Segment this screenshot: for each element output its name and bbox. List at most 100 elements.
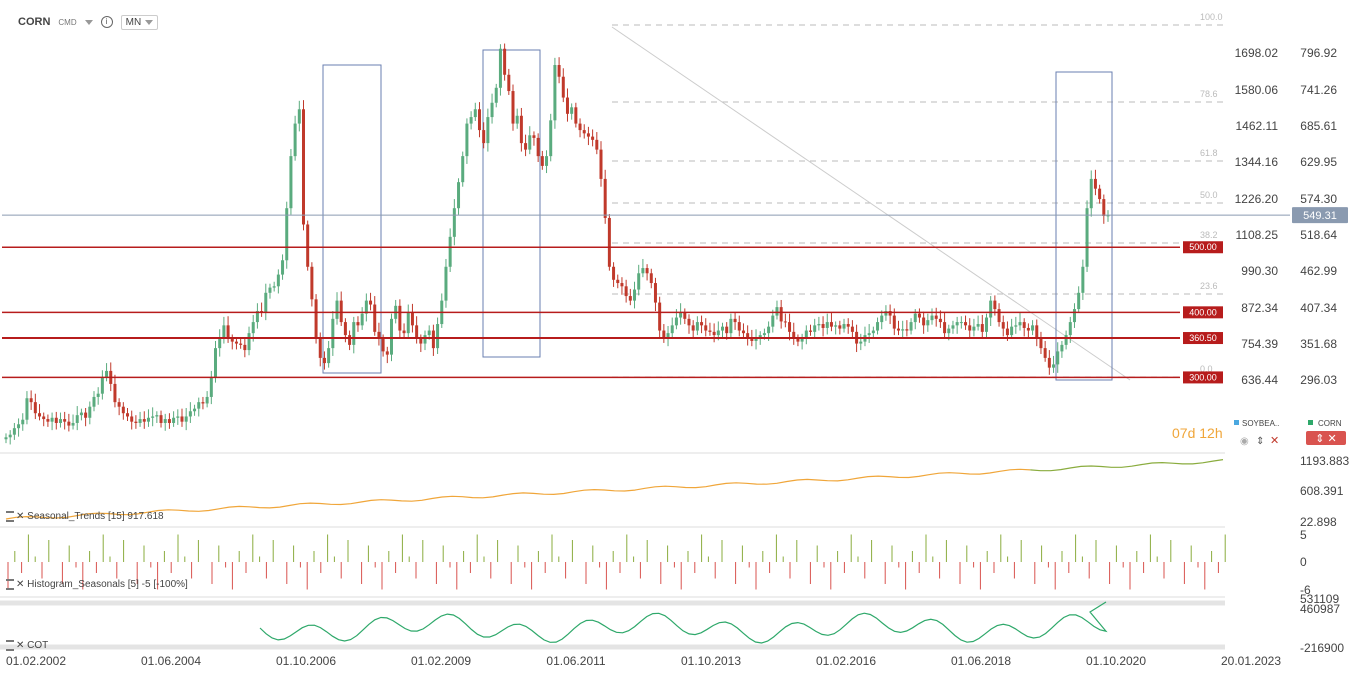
candle	[21, 419, 25, 425]
y-tick-right: 351.68	[1300, 337, 1337, 351]
candle	[155, 415, 159, 417]
candle	[670, 325, 674, 334]
candle	[398, 305, 402, 331]
candle	[511, 91, 515, 124]
candle	[105, 370, 109, 378]
candle	[465, 123, 469, 157]
chevron-down-icon[interactable]	[84, 19, 93, 25]
candle	[113, 383, 117, 403]
candle	[247, 333, 251, 351]
candle	[549, 120, 553, 157]
candle	[1089, 178, 1093, 209]
candle	[888, 311, 892, 316]
candle	[955, 322, 959, 326]
candle	[968, 325, 972, 331]
candle	[909, 322, 913, 331]
candle	[666, 333, 670, 339]
candle	[737, 322, 741, 331]
candle	[913, 313, 917, 323]
candle	[993, 300, 997, 310]
candle	[653, 283, 657, 303]
candle	[146, 417, 150, 422]
timeframe-select[interactable]: MN	[120, 14, 159, 30]
candle	[381, 338, 385, 352]
x-tick: 01.06.2011	[546, 654, 605, 668]
candle	[117, 402, 121, 407]
candle	[360, 313, 364, 326]
candle	[775, 307, 779, 316]
menu-icon[interactable]	[6, 579, 14, 590]
candle	[578, 123, 582, 131]
candle	[553, 65, 557, 121]
candle	[343, 322, 347, 336]
candle	[804, 330, 808, 339]
fib-label: 23.6	[1200, 281, 1218, 291]
candle	[1106, 215, 1110, 217]
seasonal-panel-label[interactable]: ✕ Seasonal_Trends [15] 917.618	[6, 511, 164, 522]
countdown-label: 07d 12h	[1172, 425, 1223, 441]
candle	[746, 333, 750, 339]
candle	[71, 422, 75, 426]
candle	[645, 268, 649, 274]
candle	[389, 318, 393, 355]
candle	[130, 416, 134, 422]
candle	[1072, 309, 1076, 323]
legend-swatch	[1234, 420, 1239, 425]
candle	[674, 317, 678, 326]
candle	[121, 406, 125, 414]
candle	[197, 402, 201, 409]
level-label: 400.00	[1189, 307, 1217, 317]
candle	[498, 48, 502, 88]
candle	[938, 318, 942, 323]
candle	[687, 318, 691, 326]
candle	[163, 419, 167, 423]
candle	[276, 274, 280, 287]
candle	[209, 377, 213, 397]
info-icon[interactable]: i	[100, 16, 113, 28]
y-tick-right: 741.26	[1300, 83, 1337, 97]
candle	[599, 149, 603, 179]
last-price-label: 549.31	[1303, 210, 1337, 222]
candle	[649, 273, 653, 284]
candle	[327, 348, 331, 364]
candle	[528, 135, 532, 150]
cot-panel-label[interactable]: ✕ COT	[6, 640, 48, 651]
candle	[42, 416, 46, 420]
legend-label: SOYBEA..	[1242, 419, 1279, 428]
menu-icon[interactable]	[6, 511, 14, 522]
candle	[779, 307, 783, 322]
candle	[536, 137, 540, 157]
candle	[176, 416, 180, 418]
close-icon: ✕	[1270, 435, 1279, 447]
y-tick-left: 990.30	[1241, 264, 1278, 278]
candle	[603, 178, 607, 218]
candle	[33, 402, 37, 414]
candle	[570, 107, 574, 114]
y-tick-right: 296.03	[1300, 373, 1337, 387]
candle	[436, 324, 440, 349]
candle	[716, 330, 720, 336]
cot-line	[259, 601, 1108, 644]
menu-icon[interactable]	[6, 640, 14, 651]
candle	[984, 317, 988, 332]
candle	[892, 315, 896, 329]
candle	[306, 224, 310, 267]
candle	[96, 393, 100, 397]
y-tick-right: 518.64	[1300, 228, 1337, 242]
y-tick-left: 1698.02	[1235, 46, 1279, 60]
candle	[243, 344, 247, 351]
candle	[813, 325, 817, 332]
level-label: 300.00	[1189, 372, 1217, 382]
candle	[8, 434, 12, 438]
candle	[729, 318, 733, 334]
candle	[310, 266, 314, 300]
candle	[167, 419, 171, 423]
candle	[289, 156, 293, 209]
candle	[540, 156, 544, 166]
candle	[943, 322, 947, 334]
symbol-label[interactable]: CORN	[18, 16, 51, 28]
candle	[628, 296, 632, 301]
histogram-panel-label[interactable]: ✕ Histogram_Seasonals [5] -5 [-100%]	[6, 579, 188, 590]
candle	[184, 416, 188, 422]
